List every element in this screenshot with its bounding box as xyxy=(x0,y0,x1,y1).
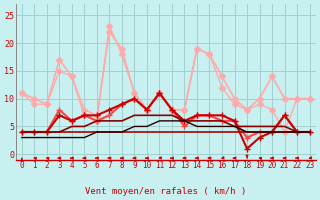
X-axis label: Vent moyen/en rafales ( km/h ): Vent moyen/en rafales ( km/h ) xyxy=(85,187,246,196)
